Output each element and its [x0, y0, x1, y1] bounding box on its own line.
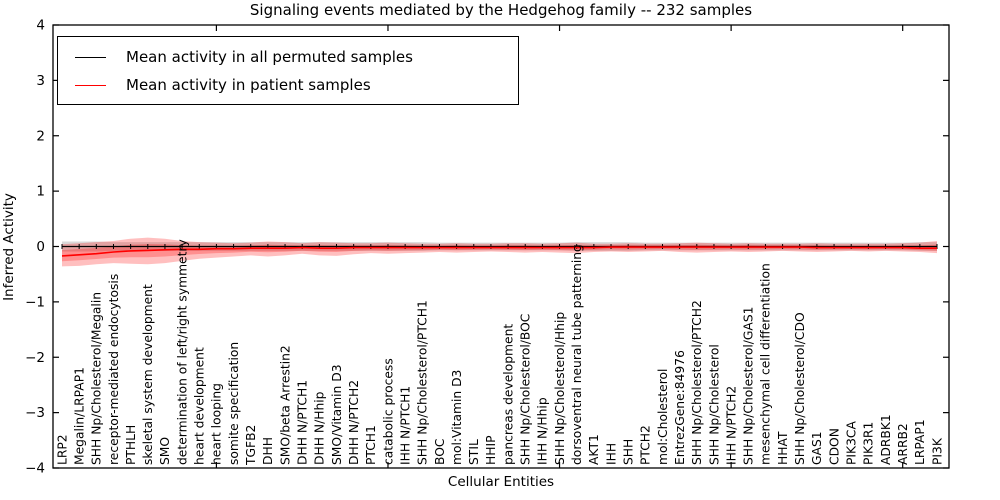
x-tick-label: receptor-mediated endocytosis	[107, 274, 121, 465]
x-tick-label: determination of left/right symmetry	[175, 239, 189, 465]
x-tick-label: HHIP	[484, 435, 498, 465]
x-tick-label: EntrezGene:84976	[673, 350, 687, 465]
x-tick-label: IHH N/PTCH2	[724, 386, 738, 465]
x-tick-label: IHH	[604, 443, 618, 465]
x-tick-label: PIK3R1	[862, 422, 876, 465]
x-tick-label: DHH	[261, 437, 275, 465]
y-tick-label: −4	[25, 461, 45, 477]
x-tick-label: PTCH1	[364, 425, 378, 465]
y-tick-label: 2	[36, 128, 45, 144]
x-tick-label: SHH Np/Cholesterol/BOC	[519, 314, 533, 465]
x-tick-label: SHH Np/Cholesterol/PTCH1	[416, 300, 430, 465]
x-tick-label: ADRBK1	[879, 414, 893, 465]
legend-label-permuted: Mean activity in all permuted samples	[126, 48, 413, 66]
y-tick-label: −3	[25, 405, 45, 421]
legend-entry-permuted: Mean activity in all permuted samples	[58, 43, 518, 71]
x-tick-label: SHH Np/Cholesterol/PTCH2	[690, 300, 704, 465]
y-axis-label: Inferred Activity	[1, 193, 17, 301]
permuted-line-sample-icon	[75, 56, 106, 58]
y-tick-label: 0	[36, 239, 45, 255]
x-tick-label: pancreas development	[501, 324, 515, 465]
x-tick-label: IHH N/Hhip	[536, 397, 550, 465]
x-tick-label: catabolic process	[381, 358, 395, 465]
x-tick-label: SHH	[622, 439, 636, 465]
x-tick-label: heart looping	[210, 383, 224, 465]
x-axis-label: Cellular Entities	[447, 474, 555, 490]
x-tick-label: AKT1	[587, 434, 601, 465]
y-tick-label: 4	[36, 18, 45, 34]
x-tick-label: Megalin/LRPAP1	[73, 367, 87, 465]
x-tick-label: SHH Np/Cholesterol	[707, 344, 721, 465]
x-tick-label: SMO	[158, 437, 172, 465]
y-tick-label: 3	[36, 73, 45, 89]
x-tick-label: HHAT	[776, 431, 790, 465]
x-tick-label: SMO/beta Arrestin2	[278, 345, 292, 465]
x-tick-label: skeletal system development	[141, 284, 155, 465]
x-tick-label: SHH Np/Cholesterol/CDO	[793, 312, 807, 465]
x-tick-label: ARRB2	[896, 423, 910, 465]
patient-mean-line	[61, 246, 937, 257]
x-tick-label: somite specification	[227, 342, 241, 465]
x-tick-label: SMO/Vitamin D3	[330, 364, 344, 465]
x-tick-label: BOC	[433, 439, 447, 466]
chart-title: Signaling events mediated by the Hedgeho…	[249, 1, 753, 19]
x-tick-label: DHH N/PTCH2	[347, 380, 361, 465]
x-tick-label: PTCH2	[639, 425, 653, 465]
x-tick-label: PI3K	[930, 437, 944, 465]
x-tick-label: heart development	[193, 347, 207, 465]
x-tick-label: SHH Np/Cholesterol/GAS1	[742, 307, 756, 465]
legend-label-patient: Mean activity in patient samples	[126, 76, 371, 94]
x-tick-label: mol:Vitamin D3	[450, 370, 464, 465]
x-tick-label: TGFB2	[244, 425, 258, 466]
patient-std-band-outer	[62, 237, 937, 267]
legend: Mean activity in all permuted samples Me…	[57, 36, 519, 105]
patient-line-sample-icon	[75, 84, 106, 86]
x-tick-label: PTHLH	[124, 425, 138, 465]
y-tick-label: 1	[36, 184, 45, 200]
x-tick-label: DHH N/PTCH1	[296, 380, 310, 465]
x-tick-label: mol:Cholesterol	[656, 369, 670, 465]
x-tick-label: SHH Np/Cholesterol/Hhip	[553, 312, 567, 465]
x-tick-label: STIL	[467, 439, 481, 465]
x-tick-label: LRPAP1	[913, 419, 927, 465]
x-tick-label: PIK3CA	[845, 420, 859, 465]
x-tick-label: IHH N/PTCH1	[398, 386, 412, 465]
x-tick-label: mesenchymal cell differentiation	[759, 263, 773, 465]
y-tick-label: −2	[25, 350, 45, 366]
x-tick-label: dorsoventral neural tube patterning	[570, 244, 584, 465]
x-tick-label: LRP2	[55, 434, 69, 465]
x-tick-label: GAS1	[810, 431, 824, 465]
x-tick-label: CDON	[827, 428, 841, 465]
x-tick-label: DHH N/Hhip	[313, 391, 327, 465]
legend-entry-patient: Mean activity in patient samples	[58, 71, 518, 99]
y-tick-label: −1	[25, 294, 45, 310]
x-tick-label: SHH Np/Cholesterol/Megalin	[90, 292, 104, 465]
